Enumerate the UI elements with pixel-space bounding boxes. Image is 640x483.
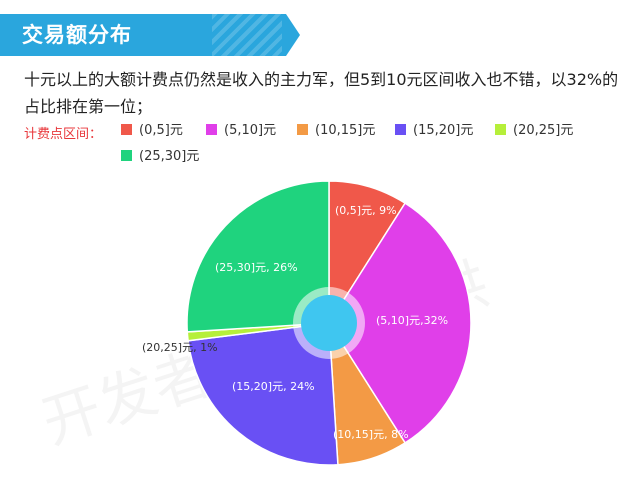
legend-item[interactable]: (15,20]元 xyxy=(395,123,473,139)
pie-slice[interactable] xyxy=(328,202,472,444)
legend-item[interactable]: (20,25]元 xyxy=(495,123,573,139)
slice-label: (20,25]元, 1% xyxy=(142,341,218,354)
section-banner: 交易额分布 xyxy=(0,14,300,56)
legend-label: (5,10]元 xyxy=(224,123,277,138)
slice-label: (25,30]元, 26% xyxy=(215,261,298,274)
pie-slice[interactable] xyxy=(187,322,339,466)
legend-item[interactable]: (0,5]元 xyxy=(121,123,183,139)
center-hole xyxy=(301,295,357,351)
legend-label: (25,30]元 xyxy=(139,149,200,164)
legend-label: (10,15]元 xyxy=(315,123,376,138)
legend-swatch xyxy=(121,150,132,161)
banner-stripes-decoration xyxy=(212,14,282,56)
legend-label: (0,5]元 xyxy=(139,123,183,138)
legend-swatch xyxy=(495,124,506,135)
legend-swatch xyxy=(395,124,406,135)
slice-label: (15,20]元, 24% xyxy=(232,380,315,393)
slice-label: (0,5]元, 9% xyxy=(335,204,397,217)
legend-item[interactable]: (25,30]元 xyxy=(121,149,199,165)
pie-slice[interactable] xyxy=(328,180,407,326)
legend-title: 计费点区间： xyxy=(24,127,103,142)
legend-swatch xyxy=(206,124,217,135)
legend-label: (15,20]元 xyxy=(413,123,474,138)
slice-label: (10,15]元, 8% xyxy=(333,428,409,441)
legend-label: (20,25]元 xyxy=(513,123,574,138)
legend-swatch xyxy=(121,124,132,135)
legend-item[interactable]: (5,10]元 xyxy=(206,123,276,139)
slice-label: (5,10]元,32% xyxy=(376,314,448,327)
section-title: 交易额分布 xyxy=(22,23,132,47)
legend-item[interactable]: (10,15]元 xyxy=(297,123,375,139)
description-text: 十元以上的大额计费点仍然是收入的主力军，但5到10元区间收入也不错，以32%的占… xyxy=(24,70,619,116)
pie-slice[interactable] xyxy=(186,180,330,333)
legend-swatch xyxy=(297,124,308,135)
